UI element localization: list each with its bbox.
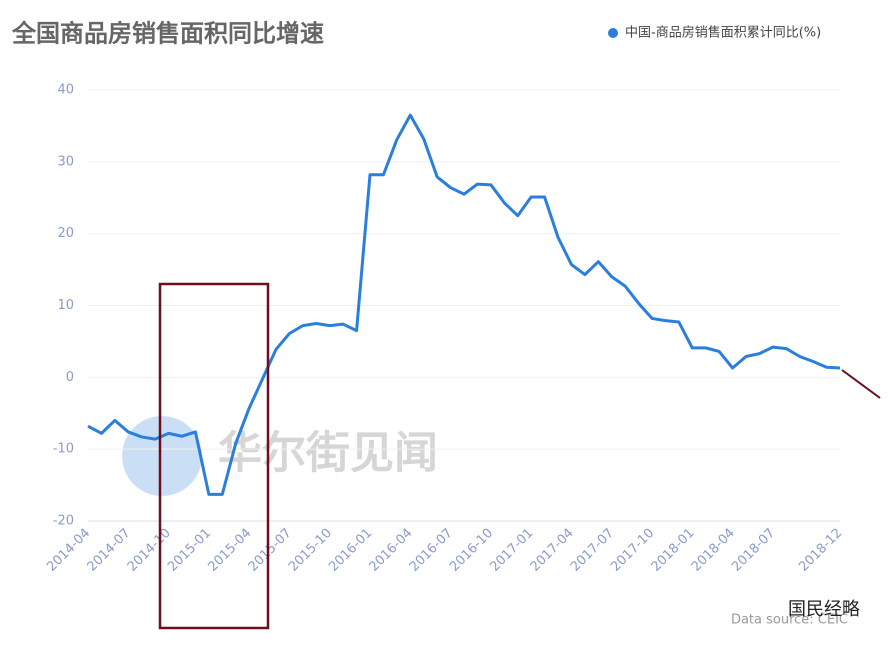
y-tick-label: 10	[57, 298, 74, 313]
x-tick-label: 2016-10	[447, 526, 496, 575]
plot: -20-100102030402014-042014-072014-102015…	[44, 83, 845, 575]
x-tick-label: 2018-07	[729, 526, 778, 575]
x-tick-label: 2015-01	[165, 526, 214, 575]
x-tick-label: 2015-07	[246, 526, 295, 575]
y-tick-label: 0	[66, 370, 74, 385]
x-tick-label: 2018-04	[689, 526, 738, 575]
legend-label: 中国-商品房销售面积累计同比(%)	[625, 25, 821, 41]
brand: 国民经略	[788, 599, 860, 620]
data-line	[87, 113, 841, 496]
x-tick-label: 2016-07	[407, 526, 456, 575]
chart-title: 全国商品房销售面积同比增速	[11, 19, 324, 48]
y-tick-label: 20	[57, 226, 74, 241]
x-tick-label: 2015-04	[205, 526, 254, 575]
x-tick-label: 2017-10	[608, 526, 657, 575]
trend-arrow	[841, 369, 881, 399]
watermark-logo	[122, 416, 202, 496]
x-tick-label: 2015-10	[286, 526, 335, 575]
source: Data source: CEIC	[731, 613, 848, 628]
x-tick-label: 2018-12	[796, 526, 845, 575]
x-tick-label: 2017-01	[487, 526, 536, 575]
x-tick-label: 2016-01	[326, 526, 375, 575]
x-tick-label: 2014-04	[44, 526, 93, 575]
legend-marker	[608, 28, 618, 38]
y-tick-label: -20	[53, 514, 74, 529]
y-tick-label: 40	[57, 83, 74, 98]
watermark: 华尔街见闻	[218, 428, 438, 479]
x-tick-label: 2014-07	[85, 526, 134, 575]
y-tick-label: -10	[53, 442, 74, 457]
x-tick-label: 2017-04	[528, 526, 577, 575]
highlight-box	[158, 282, 270, 630]
x-tick-label: 2014-10	[125, 526, 174, 575]
x-tick-label: 2016-04	[367, 526, 416, 575]
y-tick-label: 30	[57, 154, 74, 169]
x-tick-label: 2017-07	[568, 526, 617, 575]
x-tick-label: 2018-01	[649, 526, 698, 575]
